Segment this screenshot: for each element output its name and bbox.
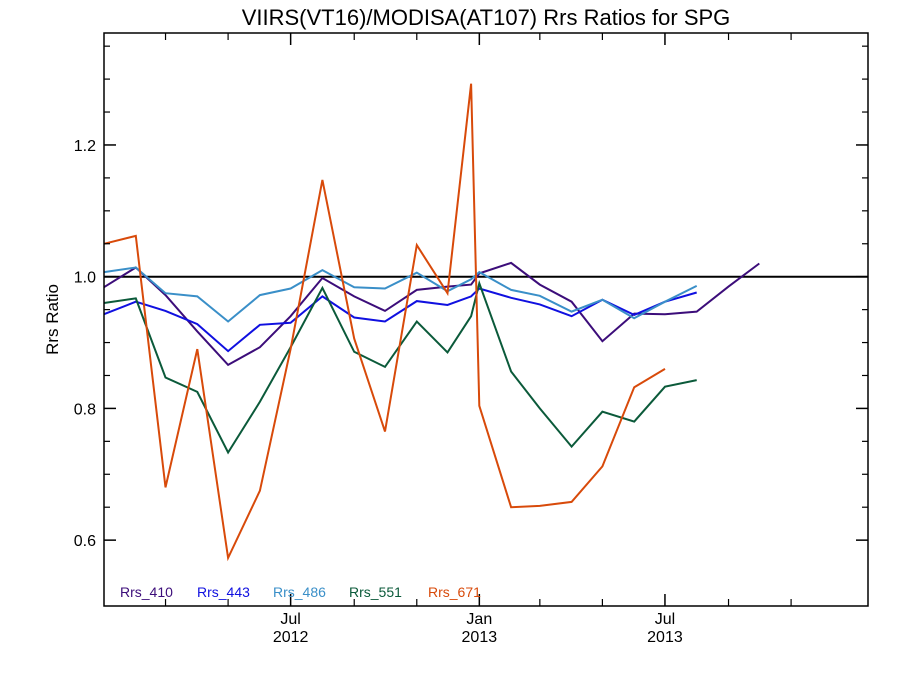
y-tick-label: 1.2 bbox=[74, 138, 96, 155]
x-tick-label-month: Jan bbox=[466, 611, 492, 628]
x-tick-label-year: 2013 bbox=[647, 629, 683, 646]
legend-entry-rrs-671: Rrs_671 bbox=[428, 584, 481, 600]
legend-entry-rrs-410: Rrs_410 bbox=[120, 584, 173, 600]
y-tick-label: 0.6 bbox=[74, 533, 96, 550]
x-tick-label-month: Jul bbox=[655, 611, 675, 628]
y-tick-label: 0.8 bbox=[74, 401, 96, 418]
y-tick-label: 1.0 bbox=[74, 270, 96, 287]
legend-entry-rrs-486: Rrs_486 bbox=[273, 584, 326, 600]
series-line-rrs-410 bbox=[103, 261, 760, 367]
series-line-rrs-443 bbox=[103, 287, 697, 353]
x-tick-label-month: Jul bbox=[280, 611, 300, 628]
x-tick-label-year: 2012 bbox=[273, 629, 309, 646]
legend-entry-rrs-443: Rrs_443 bbox=[197, 584, 250, 600]
series-line-rrs-671 bbox=[103, 83, 666, 562]
chart-title: VIIRS(VT16)/MODISA(AT107) Rrs Ratios for… bbox=[242, 5, 731, 30]
plot-frame bbox=[103, 32, 869, 607]
legend: Rrs_410 Rrs_443 Rrs_486 Rrs_551 Rrs_671 bbox=[120, 584, 481, 600]
y-axis-label: Rrs Ratio bbox=[43, 284, 62, 355]
x-tick-label-year: 2013 bbox=[462, 629, 498, 646]
legend-entry-rrs-551: Rrs_551 bbox=[349, 584, 402, 600]
series-line-rrs-486 bbox=[103, 266, 698, 323]
